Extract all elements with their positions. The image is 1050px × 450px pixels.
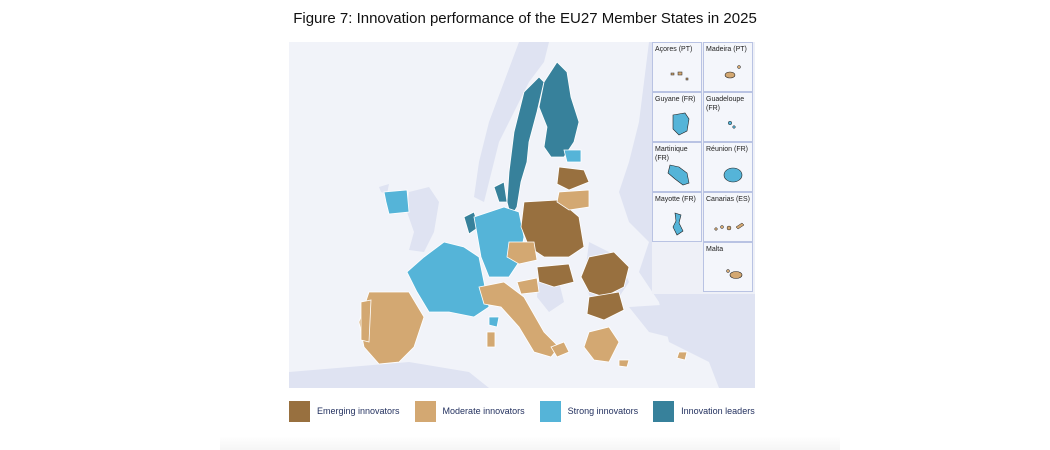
inset-martinique: Martinique (FR) <box>652 142 702 192</box>
inset-madeira: Madeira (PT) <box>703 42 753 92</box>
martinique-island <box>667 164 690 186</box>
madeira-islands <box>724 65 741 79</box>
legend-item-leaders: Innovation leaders <box>653 400 755 422</box>
acores-islands <box>670 71 689 81</box>
strong-innovators-regions <box>383 149 582 328</box>
reunion-island <box>723 167 743 183</box>
inset-label: Guyane (FR) <box>655 96 696 103</box>
figure-title: Figure 7: Innovation performance of the … <box>293 10 757 27</box>
innovation-leaders-regions <box>463 61 580 235</box>
inset-guadeloupe: Guadeloupe (FR) <box>703 92 753 142</box>
legend-swatch-emerging <box>289 400 310 422</box>
legend-item-emerging: Emerging innovators <box>289 400 400 422</box>
guyane-region <box>672 112 690 136</box>
inset-guyane: Guyane (FR) <box>652 92 702 142</box>
inset-label: Martinique (FR) <box>655 146 688 162</box>
bottom-shadow <box>220 436 840 450</box>
inset-canarias: Canarias (ES) <box>703 192 753 242</box>
inset-label: Madeira (PT) <box>706 46 747 53</box>
inset-label: Guadeloupe (FR) <box>706 96 745 112</box>
inset-label: Açores (PT) <box>655 46 693 53</box>
inset-label: Malta <box>706 246 724 253</box>
guadeloupe-islands <box>727 120 736 129</box>
inset-label: Mayotte (FR) <box>655 196 696 203</box>
legend: Emerging innovators Moderate innovators … <box>289 399 770 423</box>
inset-label: Réunion (FR) <box>706 146 749 153</box>
legend-label: Strong innovators <box>567 406 639 416</box>
legend-label: Moderate innovators <box>442 406 525 416</box>
legend-swatch-moderate <box>414 400 436 422</box>
legend-label: Innovation leaders <box>681 406 755 416</box>
legend-item-moderate: Moderate innovators <box>414 400 525 422</box>
legend-label: Emerging innovators <box>317 406 400 416</box>
legend-item-strong: Strong innovators <box>539 400 639 422</box>
canarias-islands <box>714 222 745 231</box>
europe-map: Açores (PT) Madeira (PT) Guyane (FR) Gua… <box>289 42 755 388</box>
moderate-innovators-regions <box>358 189 688 368</box>
inset-acores: Açores (PT) <box>652 42 702 92</box>
legend-swatch-strong <box>539 400 561 422</box>
legend-swatch-leaders <box>653 400 675 422</box>
inset-reunion: Réunion (FR) <box>703 142 753 192</box>
mayotte-island <box>672 212 684 236</box>
malta-island <box>726 269 743 279</box>
emerging-innovators-regions <box>520 166 630 321</box>
inset-mayotte: Mayotte (FR) <box>652 192 702 242</box>
inset-malta: Malta <box>703 242 753 292</box>
inset-label: Canarias (ES) <box>706 196 750 203</box>
